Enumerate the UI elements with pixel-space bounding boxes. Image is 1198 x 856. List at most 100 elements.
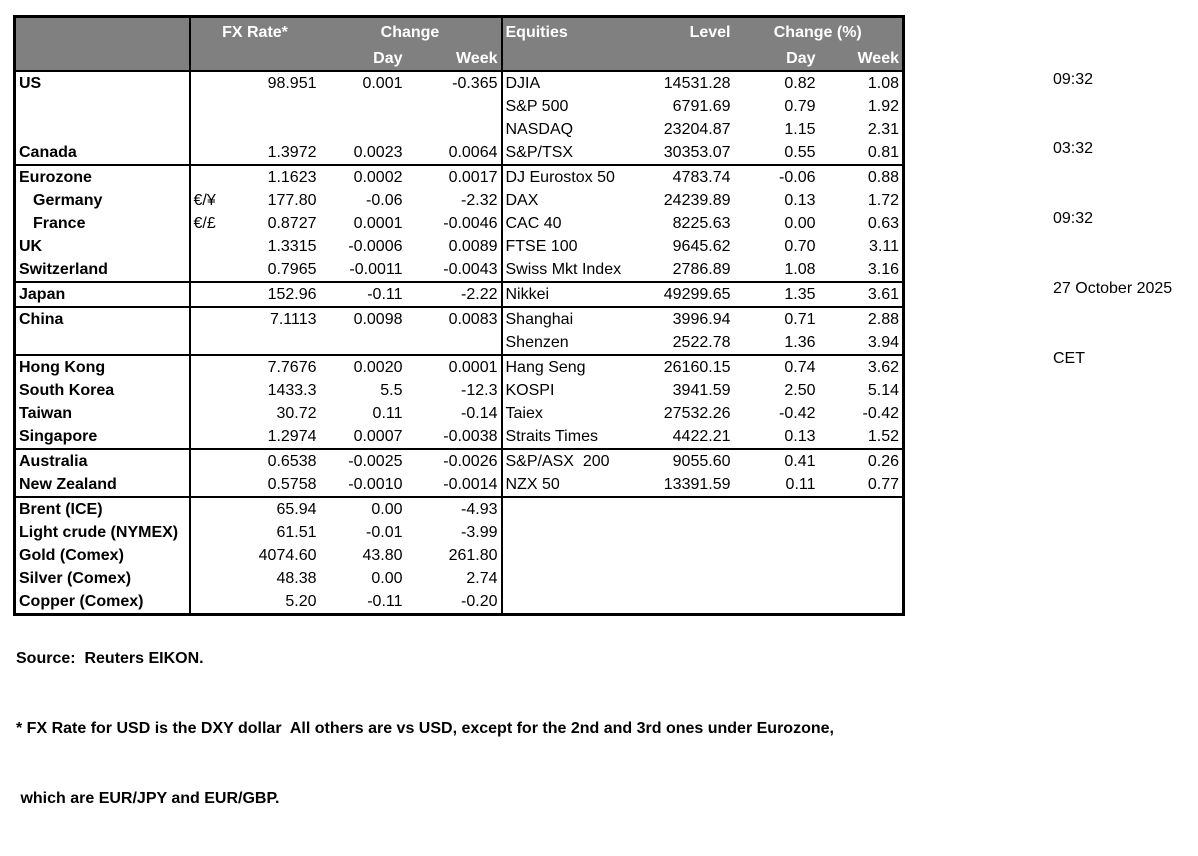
equity-day-cell: 1.36 <box>784 333 816 351</box>
fx-rate-cell: 1.2974 <box>267 427 317 445</box>
equity-name-cell: S&P 500 <box>500 95 648 118</box>
header-row-2: Day Week Day Week <box>14 48 904 72</box>
fx-name-cell: Copper (Comex) <box>19 592 144 610</box>
source-note: Source: Reuters EIKON. <box>16 650 204 668</box>
fx-day-cell: -0.11 <box>319 281 406 307</box>
fx-pair-cell <box>188 473 223 497</box>
equity-day-cell: 0.71 <box>733 306 819 331</box>
equity-name-cell: KOSPI <box>500 379 648 402</box>
fx-week-cell: -3.99 <box>461 523 498 541</box>
equity-week-cell <box>818 496 904 521</box>
fx-name-cell: Silver (Comex) <box>19 569 132 587</box>
fx-day-cell: 0.0002 <box>319 164 406 189</box>
fx-rate-cell <box>223 95 320 118</box>
table-row: France €/£ 0.8727 0.0001 -0.0046 CAC 40 8225.6… <box>15 212 904 235</box>
equity-day-cell: -0.06 <box>733 164 819 189</box>
equity-name-cell: Straits Times <box>500 425 648 449</box>
fx-day-cell: -0.01 <box>366 523 403 541</box>
fx-pair-cell <box>188 567 223 590</box>
fx-name-cell: Brent (ICE) <box>14 496 190 521</box>
equity-day-cell: 0.41 <box>733 448 819 473</box>
equity-name-cell <box>500 567 648 590</box>
corner-header-cell <box>14 16 190 48</box>
fx-week-cell <box>406 118 502 141</box>
fx-rate-cell: 1433.3 <box>267 381 317 399</box>
equity-name-cell: DAX <box>500 189 648 212</box>
fx-name-cell: Light crude (NYMEX) <box>19 523 179 541</box>
fx-pair-cell <box>188 118 223 141</box>
fx-rate-cell: 177.80 <box>267 191 317 209</box>
equity-week-cell <box>819 521 904 544</box>
equity-week-cell: 0.81 <box>867 143 899 161</box>
fx-week-cell: 261.80 <box>448 546 498 564</box>
equity-name-cell: CAC 40 <box>500 212 648 235</box>
equity-name-cell: Hang Seng <box>500 354 648 379</box>
equity-week-cell: 0.77 <box>867 475 899 493</box>
equity-day-cell <box>734 544 819 567</box>
fx-name-cell: US <box>19 74 42 92</box>
fx-rate-cell: 65.94 <box>222 496 320 521</box>
fx-week-cell: -12.3 <box>461 381 498 399</box>
fx-day-cell: -0.06 <box>366 191 403 209</box>
equity-day-cell: 0.11 <box>785 475 816 493</box>
fx-week-cell <box>406 95 502 118</box>
table-row: Japan 152.96 -0.11 -2.22 Nikkei 49299.65 1.35 3… <box>14 281 904 307</box>
fx-day-cell: 0.00 <box>319 496 406 521</box>
fx-day-cell: 5.5 <box>380 381 403 399</box>
eq-day-subheader: Day <box>733 48 819 72</box>
table-row: Taiwan 30.72 0.11 -0.14 Taiex 27532.26 -0.42 -0… <box>15 402 904 425</box>
equity-level-cell: 49299.65 <box>647 281 734 307</box>
fx-rate-cell: 48.38 <box>276 569 317 587</box>
fx-week-cell: -0.0014 <box>443 475 498 493</box>
equity-week-cell: 2.88 <box>818 306 904 331</box>
equity-level-cell: 3941.59 <box>672 381 731 399</box>
equity-day-cell: 0.82 <box>784 74 816 92</box>
fx-rate-cell: 7.7676 <box>222 354 320 379</box>
fx-pair-cell <box>188 164 223 189</box>
equity-day-cell: 0.13 <box>784 427 816 445</box>
timestamp-panel: 09:32 03:32 09:32 27 October 2025 CET <box>1053 21 1172 417</box>
level-header: Level <box>647 16 734 48</box>
table-row: S&P 500 6791.69 0.79 1.92 <box>15 95 904 118</box>
equity-level-cell: 27532.26 <box>663 404 731 422</box>
fx-rate-cell <box>223 331 320 355</box>
fx-rate-cell: 0.7965 <box>267 260 317 278</box>
fx-name-cell: Gold (Comex) <box>19 546 124 564</box>
fx-week-cell: 2.74 <box>466 569 498 587</box>
equity-level-cell: 23204.87 <box>663 120 731 138</box>
equity-week-cell: 3.62 <box>818 354 904 379</box>
fx-pair-cell <box>188 331 223 355</box>
fx-day-cell: 0.0001 <box>353 214 403 232</box>
equity-week-cell: 0.63 <box>867 214 899 232</box>
fx-week-cell: -0.0038 <box>443 427 498 445</box>
fx-name-cell: Switzerland <box>19 260 108 278</box>
fx-pair-cell <box>188 354 223 379</box>
fx-rate-cell: 98.951 <box>267 74 317 92</box>
fx-day-cell: 0.11 <box>372 404 403 422</box>
equity-level-cell <box>648 521 734 544</box>
fx-day-cell <box>320 95 406 118</box>
equity-level-cell <box>648 567 734 590</box>
equity-week-cell: 2.31 <box>867 120 899 138</box>
equity-level-cell <box>647 496 734 521</box>
eq-week-subheader: Week <box>818 48 904 72</box>
table-row: Germany €/¥ 177.80 -0.06 -2.32 DAX 24239.89 0.1… <box>15 189 904 212</box>
fx-week-cell: 0.0089 <box>448 237 498 255</box>
fx-day-cell: -0.11 <box>367 592 403 610</box>
equity-day-cell <box>734 567 819 590</box>
equity-week-cell: 1.72 <box>867 191 899 209</box>
fx-week-cell: -2.22 <box>405 281 502 307</box>
table-row: Hong Kong 7.7676 0.0020 0.0001 Hang Seng 2616… <box>14 354 904 379</box>
equity-week-cell: 1.92 <box>867 97 899 115</box>
date-value: 27 October 2025 <box>1053 280 1173 298</box>
equity-level-cell: 24239.89 <box>663 191 731 209</box>
fx-week-cell: -0.0026 <box>405 448 502 473</box>
equity-day-cell: 1.15 <box>784 120 816 138</box>
fx-day-cell: 0.00 <box>371 569 403 587</box>
equity-day-cell: 0.13 <box>784 191 816 209</box>
equity-day-cell: 0.00 <box>784 214 816 232</box>
fx-name-cell: Japan <box>14 281 190 307</box>
table-row: China 7.1113 0.0098 0.0083 Shanghai 3996.94 0.… <box>14 306 904 331</box>
table-row: South Korea 1433.3 5.5 -12.3 KOSPI 3941.59 2.5… <box>15 379 904 402</box>
fx-change-header: Change <box>319 16 502 48</box>
